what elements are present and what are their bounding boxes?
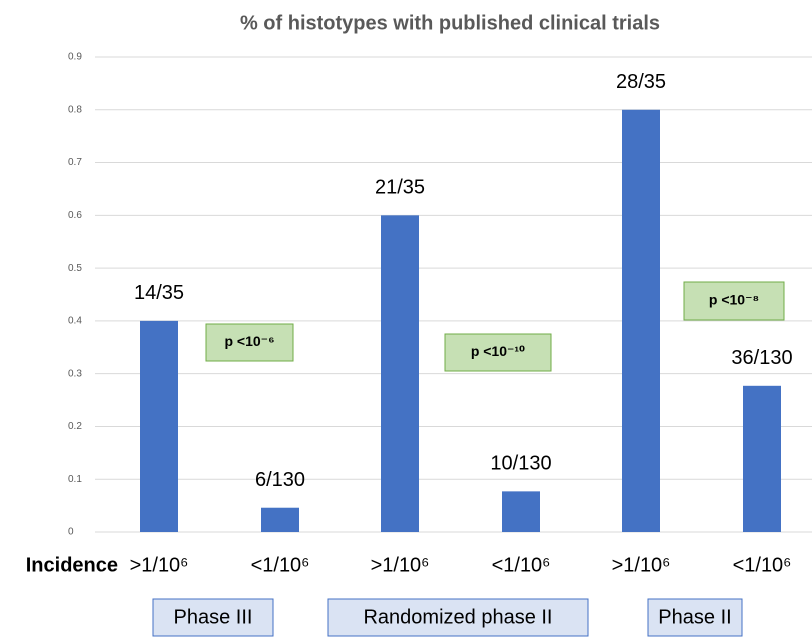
- y-tick-label: 0.2: [68, 421, 82, 432]
- group-box: [647, 598, 743, 637]
- y-tick-label: 0.9: [68, 52, 82, 63]
- x-tick-label: >1/10⁶: [612, 554, 671, 576]
- value-label: 10/130: [490, 453, 551, 475]
- value-label: 6/130: [255, 469, 305, 491]
- y-tick-label: 0.6: [68, 210, 82, 221]
- value-label: 14/35: [134, 282, 184, 304]
- annotation: p <10⁻¹⁰: [471, 343, 525, 359]
- y-tick-label: 0: [68, 527, 74, 538]
- group-label: Phase III: [174, 606, 253, 628]
- y-tick-label: 0.5: [68, 263, 82, 274]
- bar: [502, 491, 540, 532]
- group-label: Randomized phase II: [363, 606, 552, 628]
- value-label: 28/35: [616, 71, 666, 93]
- value-label: 36/130: [731, 347, 792, 369]
- annotation-box: [683, 281, 785, 321]
- y-tick-label: 0.7: [68, 157, 82, 168]
- annotation-box: [444, 333, 552, 372]
- bar: [622, 109, 660, 533]
- x-tick-label: <1/10⁶: [251, 554, 310, 576]
- bar: [743, 385, 781, 532]
- x-tick-label: <1/10⁶: [733, 554, 792, 576]
- value-label: 21/35: [375, 177, 425, 199]
- annotation-box: [205, 323, 294, 362]
- bar: [381, 215, 419, 533]
- bar: [261, 507, 299, 532]
- x-tick-label: >1/10⁶: [130, 554, 189, 576]
- x-tick-label: >1/10⁶: [371, 554, 430, 576]
- annotation: p <10⁻⁸: [709, 292, 759, 308]
- y-tick-label: 0.3: [68, 368, 82, 379]
- bar: [140, 320, 178, 532]
- group-box: [152, 598, 274, 637]
- y-tick-label: 0.8: [68, 104, 82, 115]
- x-axis-label: Incidence: [26, 554, 118, 576]
- chart-title: % of histotypes with published clinical …: [240, 12, 660, 34]
- group-label: Phase II: [658, 606, 731, 628]
- y-tick-label: 0.1: [68, 474, 82, 485]
- annotation: p <10⁻⁶: [224, 333, 274, 349]
- x-tick-label: <1/10⁶: [492, 554, 551, 576]
- y-tick-label: 0.4: [68, 316, 82, 327]
- group-box: [327, 598, 589, 637]
